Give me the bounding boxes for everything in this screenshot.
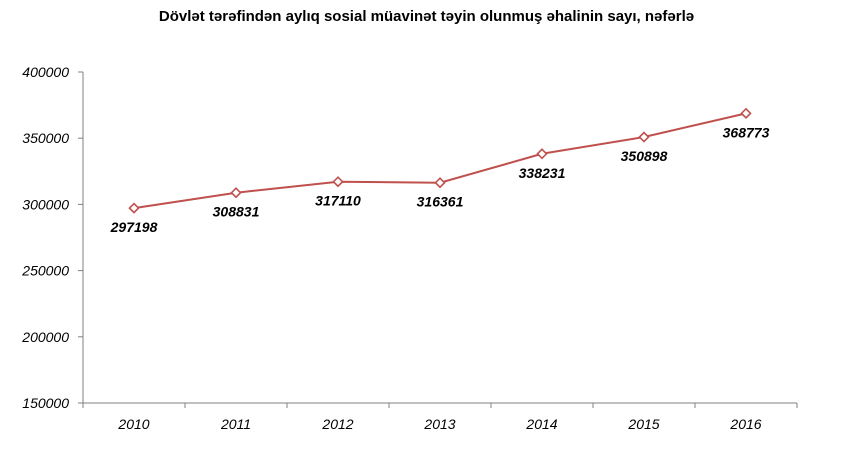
data-point-marker <box>740 107 752 119</box>
x-axis-ticks: 2010 2011 2012 2013 2014 2015 2016 <box>82 403 798 432</box>
data-labels: 297198 308831 317110 316361 338231 350898 3687… <box>110 124 770 235</box>
data-point-marker <box>536 148 548 160</box>
data-label: 316361 <box>417 194 464 210</box>
data-point-marker <box>638 131 650 143</box>
data-label: 350898 <box>621 148 668 164</box>
data-label: 368773 <box>723 124 770 140</box>
data-label: 297198 <box>110 219 158 235</box>
y-tick-label: 200000 <box>21 329 69 345</box>
chart-title: Dövlət tərəfindən aylıq sosial müavinət … <box>158 8 695 25</box>
x-tick-label: 2015 <box>627 416 659 432</box>
axes <box>82 72 797 404</box>
x-tick-label: 2013 <box>423 416 455 432</box>
x-tick-label: 2010 <box>117 416 149 432</box>
x-tick-label: 2014 <box>525 416 557 432</box>
y-tick-label: 150000 <box>22 395 69 411</box>
data-point-marker <box>230 187 242 199</box>
y-tick-label: 300000 <box>22 196 69 212</box>
series-group <box>128 107 752 214</box>
x-tick-label: 2011 <box>220 416 251 432</box>
data-point-marker <box>332 176 344 188</box>
data-point-marker <box>128 202 140 214</box>
y-tick-label: 350000 <box>22 130 69 146</box>
data-point-marker <box>434 177 446 189</box>
x-tick-label: 2012 <box>321 416 353 432</box>
y-tick-label: 250000 <box>21 263 69 279</box>
data-label: 338231 <box>519 165 566 181</box>
data-label: 317110 <box>315 193 361 209</box>
y-axis-ticks: 150000 200000 250000 300000 350000 400000 <box>21 64 83 411</box>
x-tick-label: 2016 <box>729 416 761 432</box>
data-label: 308831 <box>213 204 260 220</box>
y-tick-label: 400000 <box>22 64 69 80</box>
